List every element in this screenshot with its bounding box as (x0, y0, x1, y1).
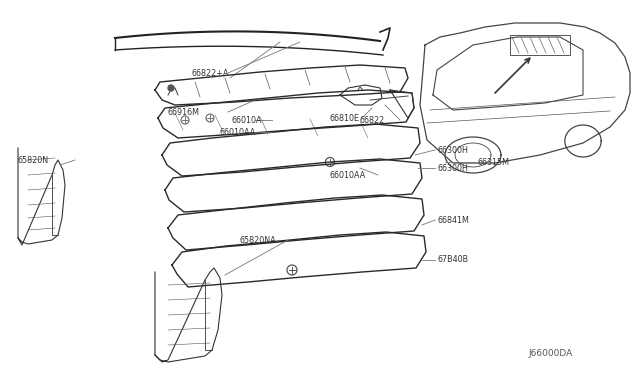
Text: 66822: 66822 (360, 115, 385, 125)
Text: 67B40B: 67B40B (437, 256, 468, 264)
Text: 66010AA: 66010AA (220, 128, 256, 137)
Text: 66916M: 66916M (168, 108, 200, 116)
Text: 66010AA: 66010AA (330, 170, 366, 180)
Text: 66822+A: 66822+A (192, 68, 229, 77)
Text: 66810E: 66810E (330, 113, 360, 122)
Text: 66841M: 66841M (437, 215, 469, 224)
Text: 65820NA: 65820NA (240, 235, 276, 244)
Bar (510, 35, 570, 55)
Circle shape (168, 85, 174, 91)
Text: 66315M: 66315M (477, 157, 509, 167)
Text: J66000DA: J66000DA (528, 349, 572, 358)
Text: 66300H: 66300H (437, 145, 468, 154)
Text: 66300H: 66300H (437, 164, 468, 173)
Text: 65820N: 65820N (18, 155, 49, 164)
Text: 66010A: 66010A (232, 115, 262, 125)
